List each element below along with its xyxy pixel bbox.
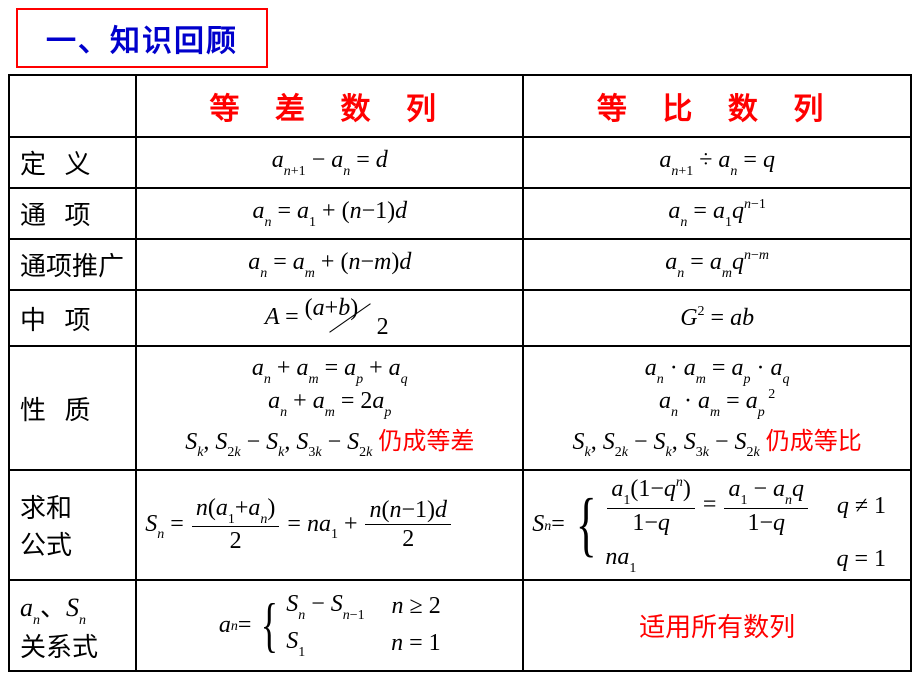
label-relation: an、Sn 关系式 [9,580,136,671]
red-note-geom: 仍成等比 [766,429,862,455]
header-geometric: 等 比 数 列 [523,75,911,137]
row-property: 性 质 an + am = ap + aq an + am = 2ap Sk, … [9,346,911,470]
cell-prop-arith: an + am = ap + aq an + am = 2ap Sk, S2k … [136,346,523,470]
label-sum: 求和 公式 [9,470,136,579]
relation-note-text: 适用所有数列 [639,613,795,642]
red-note-arith: 仍成等差 [378,429,474,455]
row-definition: 定 义 an+1 − an = d an+1 ÷ an = q [9,137,911,188]
cell-sum-geom: Sn = { a1(1−qn)1−q = a1 − anq1−q q ≠ 1 n… [523,470,911,579]
cell-gen-geom: an = a1qn−1 [523,188,911,239]
label-sum-line1: 求和 [20,494,72,523]
cell-rel-note: 适用所有数列 [523,580,911,671]
header-row: 等 差 数 列 等 比 数 列 [9,75,911,137]
row-sum: 求和 公式 Sn = n(a1+an)2 = na1 + n(n−1)d2 Sn… [9,470,911,579]
cell-prop-geom: an · am = ap · aq an · am = ap 2 Sk, S2k… [523,346,911,470]
sequence-comparison-table: 等 差 数 列 等 比 数 列 定 义 an+1 − an = d an+1 ÷… [8,74,912,672]
row-middle: 中 项 A = (a+b) 2 G2 = ab [9,290,911,346]
cell-rel-formula: an = { Sn − Sn−1 n ≥ 2 S1 n = 1 [136,580,523,671]
header-arithmetic: 等 差 数 列 [136,75,523,137]
row-relation: an、Sn 关系式 an = { Sn − Sn−1 n ≥ 2 S1 n = … [9,580,911,671]
label-relation-text: 关系式 [20,633,98,662]
label-middle: 中 项 [9,290,136,346]
label-general: 通 项 [9,188,136,239]
cell-gen-arith: an = a1 + (n−1)d [136,188,523,239]
row-general: 通 项 an = a1 + (n−1)d an = a1qn−1 [9,188,911,239]
cell-mid-geom: G2 = ab [523,290,911,346]
label-sum-line2: 公式 [20,531,72,560]
cell-genext-geom: an = amqn−m [523,239,911,290]
row-general-ext: 通项推广 an = am + (n−m)d an = amqn−m [9,239,911,290]
label-definition: 定 义 [9,137,136,188]
header-blank [9,75,136,137]
label-general-ext: 通项推广 [9,239,136,290]
section-title: 一、知识回顾 [16,8,268,68]
cell-mid-arith: A = (a+b) 2 [136,290,523,346]
cell-sum-arith: Sn = n(a1+an)2 = na1 + n(n−1)d2 [136,470,523,579]
label-property: 性 质 [9,346,136,470]
cell-def-geom: an+1 ÷ an = q [523,137,911,188]
cell-def-arith: an+1 − an = d [136,137,523,188]
cell-genext-arith: an = am + (n−m)d [136,239,523,290]
